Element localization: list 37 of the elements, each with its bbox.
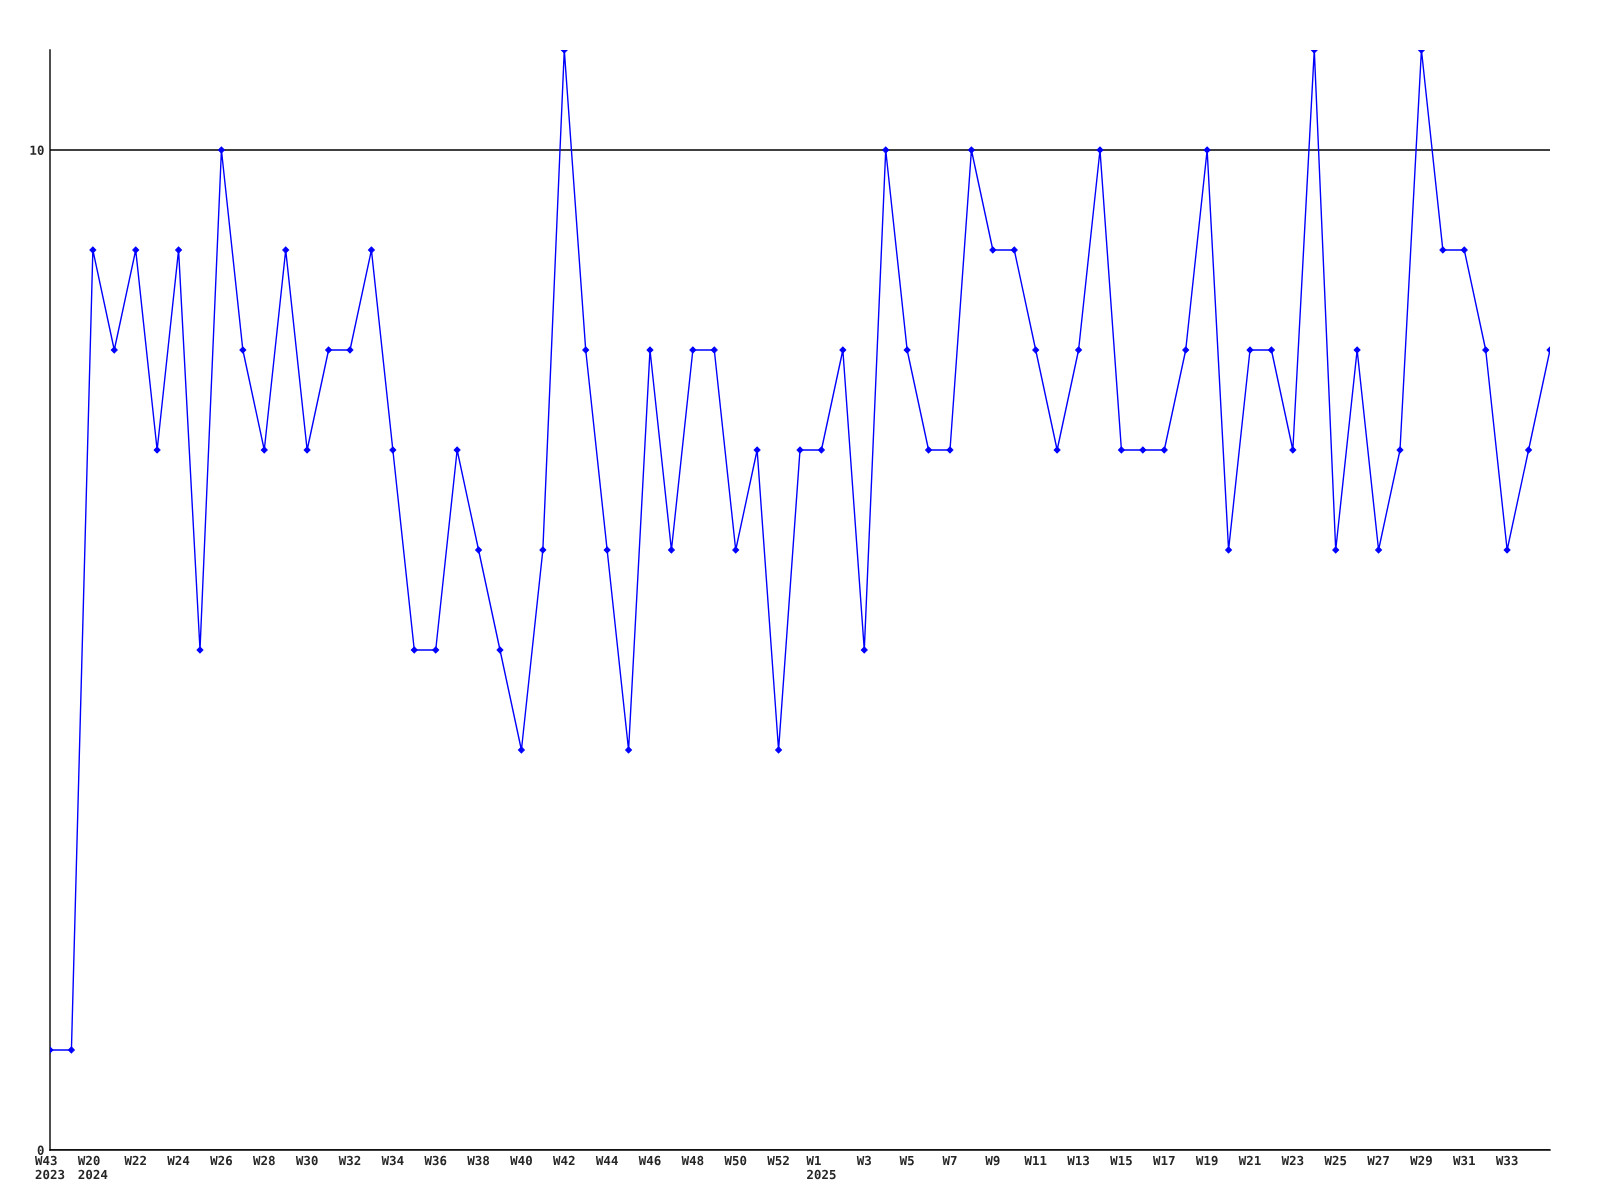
x-tick-label: W7 xyxy=(942,1155,957,1166)
x-tick-label: W48 xyxy=(681,1155,704,1166)
x-tick-label: W29 xyxy=(1410,1155,1432,1166)
x-tick-label: W43 2023 xyxy=(34,1155,65,1180)
x-tick-label: W3 xyxy=(856,1155,871,1166)
x-tick-label: W1 2025 xyxy=(806,1155,836,1180)
x-tick-label: W50 xyxy=(724,1155,747,1166)
x-tick-label: W27 xyxy=(1367,1155,1389,1166)
x-tick-label: W40 xyxy=(510,1155,532,1166)
x-tick-label: W34 xyxy=(381,1155,404,1166)
x-tick-label: W20 2024 xyxy=(77,1155,108,1180)
x-tick-label: W19 xyxy=(1195,1155,1218,1166)
x-tick-label: W52 xyxy=(767,1155,789,1166)
x-tick-label: W32 xyxy=(338,1155,361,1166)
x-tick-label: W25 xyxy=(1324,1155,1347,1166)
x-tick-label: W33 xyxy=(1495,1155,1518,1166)
x-tick-label: W17 xyxy=(1153,1155,1175,1166)
x-tick-label: W36 xyxy=(424,1155,447,1166)
x-tick-label: W5 xyxy=(899,1155,914,1166)
x-tick-label: W11 xyxy=(1024,1155,1047,1166)
x-tick-label: W15 xyxy=(1110,1155,1132,1166)
x-tick-label: W46 xyxy=(638,1155,661,1166)
x-tick-label: W30 xyxy=(295,1155,318,1166)
y-tick-label: 10 xyxy=(30,145,44,155)
x-tick-label: W26 xyxy=(210,1155,233,1166)
x-tick-label: W23 xyxy=(1281,1155,1304,1166)
x-tick-label: W42 xyxy=(553,1155,575,1166)
x-tick-label: W24 xyxy=(167,1155,190,1166)
x-tick-label: W31 xyxy=(1453,1155,1475,1166)
x-tick-label: W28 xyxy=(253,1155,275,1166)
x-tick-label: W44 xyxy=(595,1155,618,1166)
x-tick-label: W9 xyxy=(985,1155,1000,1166)
x-tick-label: W38 xyxy=(467,1155,490,1166)
y-tick-label: 0 xyxy=(37,1145,44,1155)
x-tick-label: W21 xyxy=(1238,1155,1261,1166)
x-tick-label: W22 xyxy=(124,1155,146,1166)
x-tick-label: W13 xyxy=(1067,1155,1090,1166)
